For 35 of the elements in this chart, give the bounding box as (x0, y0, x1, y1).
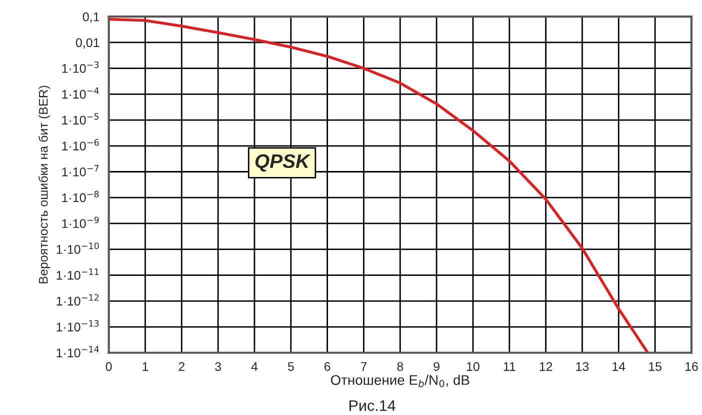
y-tick-label: 1·10$^{−9}$ (62, 216, 99, 228)
x-tick-label: 7 (360, 362, 367, 371)
y-tick-label: 1·10$^{−12}$ (56, 294, 99, 306)
x-tick-label: 1 (142, 362, 148, 371)
y-tick-label: 1·10$^{−11}$ (56, 268, 99, 280)
x-tick-label: 4 (251, 362, 258, 371)
x-tick-label: 12 (540, 362, 552, 371)
x-tick-label: 13 (576, 362, 589, 371)
x-tick-label: 2 (178, 362, 184, 371)
x-tick-label: 11 (504, 362, 516, 371)
x-axis-title: Отношение E$_{b}$/N$_{0}$, dB (330, 374, 470, 388)
y-tick-label: 1·10$^{−10}$ (56, 242, 99, 254)
y-tick-label: 1·10$^{−6}$ (62, 139, 99, 150)
annotation: QPSK (255, 154, 311, 172)
y-tick-label: 1·10$^{−14}$ (56, 346, 99, 358)
x-tick-label: 15 (649, 362, 662, 371)
y-tick-label: 1·10$^{−8}$ (62, 190, 99, 202)
y-tick-label: 1·10$^{−3}$ (62, 61, 99, 73)
y-tick-label: 0,1 (82, 12, 100, 23)
y-tick-label: 1·10$^{−13}$ (56, 320, 99, 332)
y-axis-title: Вероятность ошибки на бит (BER) (38, 86, 50, 284)
x-tick-label: 16 (685, 362, 698, 371)
y-tick-label: 1·10$^{−7}$ (62, 165, 99, 176)
y-tick-label: 1·10$^{−4}$ (62, 87, 99, 99)
x-tick-label: 14 (612, 362, 626, 371)
x-tick-label: 5 (288, 362, 294, 371)
text: Рис.14 (350, 400, 396, 411)
x-tick-label: 6 (324, 362, 330, 371)
x-tick-label: 8 (397, 362, 404, 371)
x-tick-label: 10 (466, 362, 480, 371)
x-tick-label: 0 (106, 362, 112, 371)
x-tick-label: 3 (215, 362, 221, 371)
x-tick-label: 9 (434, 362, 440, 371)
y-tick-label: 1·10$^{−5}$ (62, 113, 99, 125)
y-tick-label: 0,01 (76, 38, 100, 49)
